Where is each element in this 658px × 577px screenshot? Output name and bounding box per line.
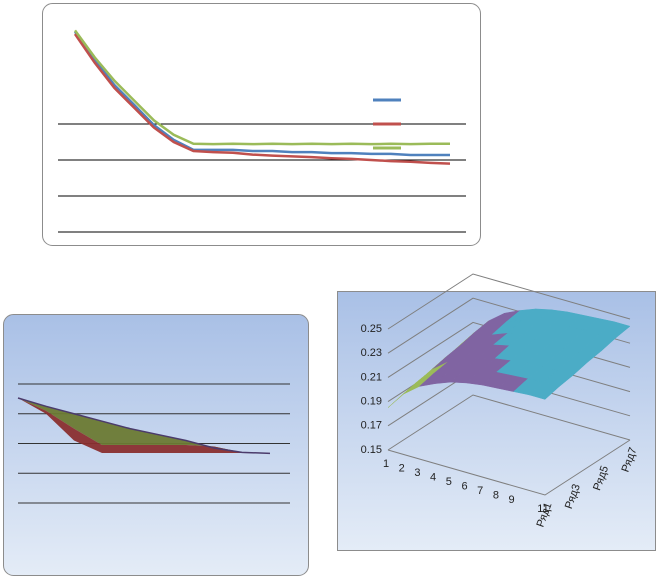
line bbox=[73, 31, 450, 157]
area bbox=[18, 397, 270, 454]
x-tick-label: 7 bbox=[477, 485, 483, 497]
area bbox=[18, 397, 270, 454]
surface-cell bbox=[528, 381, 560, 400]
area-edge bbox=[17, 397, 271, 455]
axis-line bbox=[387, 439, 631, 496]
z-tick-label: 0.21 bbox=[361, 371, 382, 383]
z-tick-label: 0.23 bbox=[361, 347, 382, 359]
line bbox=[73, 29, 450, 146]
x-tick-label: 1 bbox=[383, 458, 389, 470]
x-tick-label: 5 bbox=[446, 476, 452, 488]
grid-line bbox=[387, 394, 631, 451]
z-tick-label: 0.15 bbox=[361, 444, 382, 456]
x-tick-label: 8 bbox=[493, 489, 499, 501]
z-tick-label: 0.19 bbox=[361, 396, 382, 408]
z-tick-label: 0.17 bbox=[361, 420, 382, 432]
x-tick-label: 2 bbox=[399, 462, 405, 474]
x-tick-label: 3 bbox=[414, 467, 420, 479]
x-tick-label: 4 bbox=[430, 471, 436, 483]
x-tick-label: 9 bbox=[509, 494, 515, 506]
grid-line bbox=[387, 273, 631, 330]
x-tick-label: 11 bbox=[537, 503, 548, 515]
x-tick-label: 6 bbox=[461, 480, 467, 492]
z-tick-label: 0.25 bbox=[361, 323, 382, 335]
line bbox=[73, 33, 451, 165]
